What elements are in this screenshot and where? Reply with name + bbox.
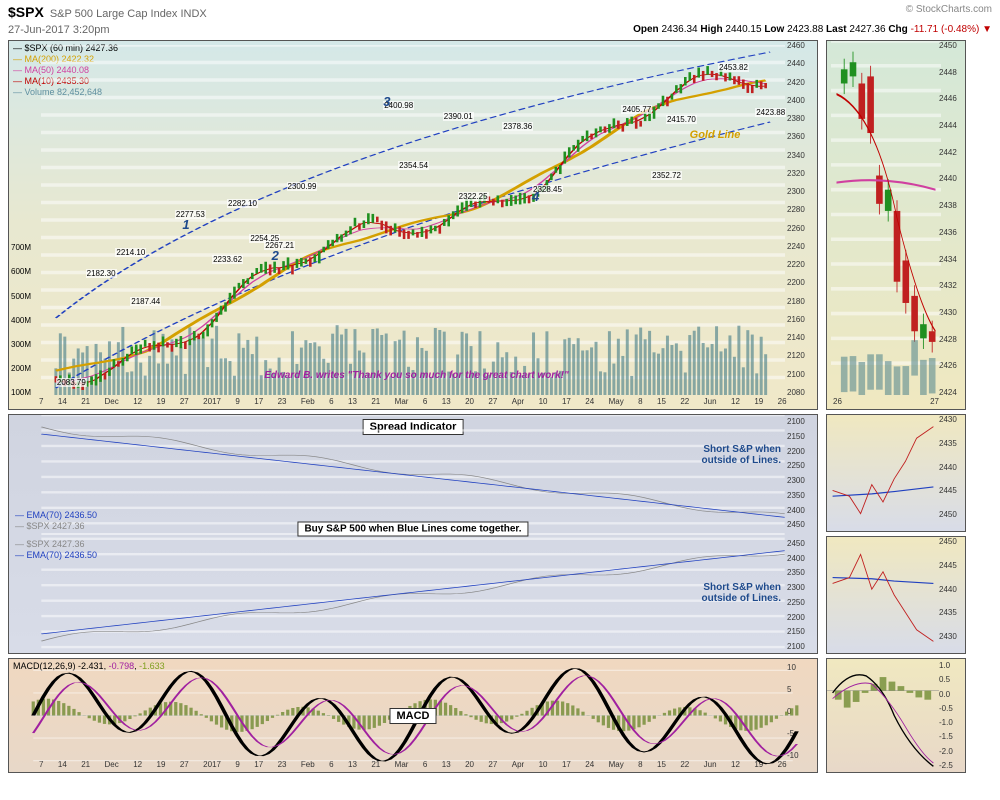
spread-short-note-top: Short S&P when outside of Lines. xyxy=(702,444,781,466)
price-svg xyxy=(41,45,785,395)
price-panel: — $SPX (60 min) 2427.36— MA(200) 2422.32… xyxy=(8,40,818,410)
spread-row: Spread Indicator 21002150220022502300235… xyxy=(0,410,1000,654)
spread-buy-text: Buy S&P 500 when Blue Lines come togethe… xyxy=(297,522,528,537)
credit-text: © StockCharts.com xyxy=(906,4,992,20)
macd-row: MACD(12,26,9) -2.431, -0.798, -1.633 105… xyxy=(0,654,1000,777)
ticker-symbol: $SPX xyxy=(8,4,44,20)
chart-date: 27-Jun-2017 3:20pm xyxy=(8,24,110,36)
gold-line-label: Gold Line xyxy=(690,129,741,141)
macd-title: MACD xyxy=(390,708,437,724)
price-chart-area: 2083.792182.302187.442214.102277.532233.… xyxy=(41,45,785,395)
spread-legend-bot: — $SPX 2427.36— EMA(70) 2436.50 xyxy=(15,539,97,561)
spread-yaxis-bot: 24502400235023002250220021502100 xyxy=(787,539,815,651)
thumb-svg xyxy=(831,41,941,395)
spread-yaxis-top: 21002150220022502300235024002450 xyxy=(787,417,815,529)
macd-panel: MACD(12,26,9) -2.431, -0.798, -1.633 105… xyxy=(8,658,818,773)
chart-header: $SPX S&P 500 Large Cap Index INDX © Stoc… xyxy=(0,0,1000,24)
thumb-yaxis: 2450244824462444244224402438243624342432… xyxy=(939,41,963,397)
thumb-xaxis: 2627 xyxy=(833,397,939,409)
spread-thumb-col: 24302435244024452450 2450244524402435243… xyxy=(826,414,966,654)
price-yaxis-right: 2460244024202400238023602340232023002280… xyxy=(787,41,815,397)
spread-legend-top: — EMA(70) 2436.50— $SPX 2427.36 xyxy=(15,510,97,532)
ticker-desc: S&P 500 Large Cap Index INDX xyxy=(50,8,207,20)
price-thumb-panel: 2450244824462444244224402438243624342432… xyxy=(826,40,966,410)
ohlc-values: Open 2436.34 High 2440.15 Low 2423.88 La… xyxy=(633,24,992,36)
spread-panel: Spread Indicator 21002150220022502300235… xyxy=(8,414,818,654)
main-row: — $SPX (60 min) 2427.36— MA(200) 2422.32… xyxy=(0,40,1000,410)
quote-text: Edward B. writes "Thank you so much for … xyxy=(264,370,569,381)
volume-yaxis-left: 700M600M500M400M300M200M100M xyxy=(11,243,41,397)
chart-subheader: 27-Jun-2017 3:20pm Open 2436.34 High 244… xyxy=(0,24,1000,40)
chart-container: $SPX S&P 500 Large Cap Index INDX © Stoc… xyxy=(0,0,1000,800)
spread-thumb-top: 24302435244024452450 xyxy=(826,414,966,532)
change-value: -11.71 (-0.48%) xyxy=(911,24,980,35)
spread-thumb-bot: 24502445244024352430 xyxy=(826,536,966,654)
macd-thumb: 1.00.50.0-0.5-1.0-1.5-2.0-2.5 xyxy=(826,658,966,773)
spread-short-note-bot: Short S&P when outside of Lines. xyxy=(702,582,781,604)
price-xaxis: 71421Dec121927201791723Feb61321Mar613202… xyxy=(39,397,787,409)
